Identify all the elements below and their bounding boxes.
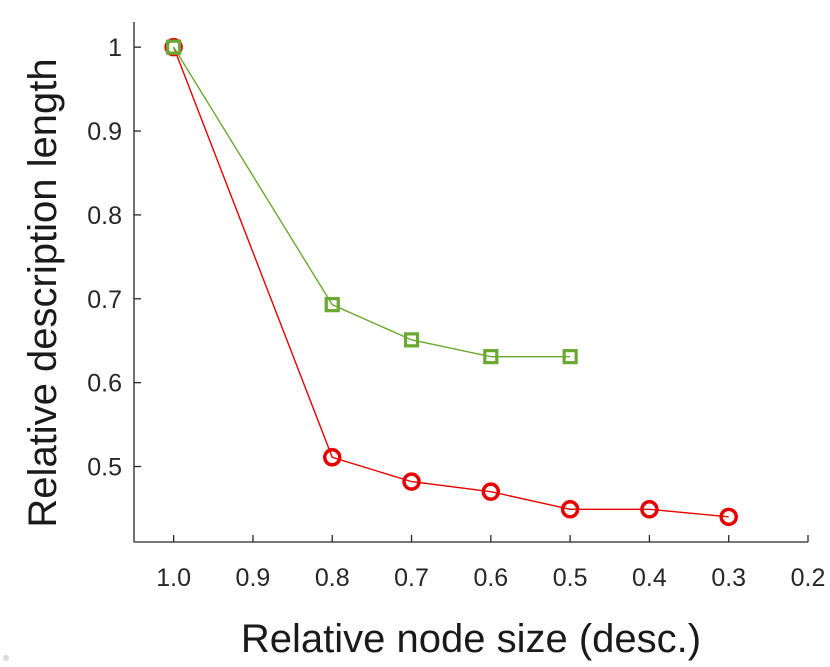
y-tick-label: 0.7: [87, 286, 122, 314]
y-axis-title: Relative description length: [21, 58, 65, 527]
data-point-circle: [640, 500, 659, 519]
data-point-circle: [402, 472, 421, 491]
data-point-circle: [481, 482, 501, 501]
x-tick-label: 0.6: [473, 564, 508, 592]
data-point-circle: [322, 448, 342, 467]
series-layer: [164, 37, 738, 527]
series-2: [166, 39, 578, 365]
data-point-circle: [560, 500, 580, 519]
x-ticks: 1.0 0.9 0.8 0.7 0.6 0.5 0.4 0.3 0.2: [156, 535, 825, 592]
data-point-square: [403, 332, 420, 348]
y-tick-label: 0.8: [87, 202, 122, 230]
x-tick-label: 0.3: [711, 564, 746, 592]
y-tick-label: 0.6: [87, 370, 122, 398]
x-tick-label: 0.9: [236, 564, 271, 592]
x-tick-label: 0.8: [315, 564, 350, 592]
x-tick-label: 1.0: [156, 564, 191, 592]
x-tick-label: 0.7: [394, 564, 429, 592]
y-tick-label: 1: [108, 34, 122, 62]
x-tick-label: 0.4: [632, 564, 667, 592]
data-point-square: [166, 39, 182, 55]
data-point-square: [483, 349, 499, 365]
y-tick-label: 0.9: [87, 118, 122, 146]
series-1: [164, 37, 738, 527]
x-tick-label: 0.5: [553, 564, 588, 592]
data-point-square: [324, 297, 340, 313]
y-tick-label: 0.5: [87, 454, 122, 482]
corner-dot: [3, 655, 9, 661]
x-axis-title: Relative node size (desc.): [241, 617, 701, 661]
y-axis: 0.5 0.6 0.7 0.8 0.9 1: [87, 22, 141, 542]
data-point-square: [562, 349, 578, 365]
data-point-circle: [719, 507, 738, 527]
series-line: [173, 46, 571, 358]
series-line: [172, 46, 729, 518]
x-tick-label: 0.2: [791, 564, 826, 592]
x-axis: 1.0 0.9 0.8 0.7 0.6 0.5 0.4 0.3 0.2: [134, 535, 825, 592]
y-ticks: 0.5 0.6 0.7 0.8 0.9 1: [87, 34, 141, 482]
